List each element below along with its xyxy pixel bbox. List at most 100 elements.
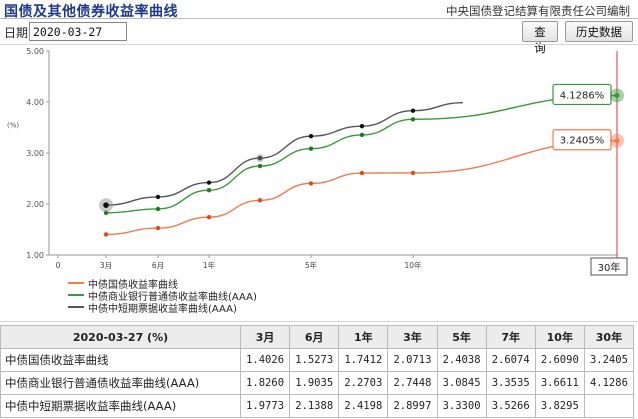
data-point [410,170,416,176]
table-cell: 1.5273 [289,348,340,372]
chart-canvas: 5.00 4.00 3.00 2.00 1.00 (%) 0 3月 6月 1年 5年 10年 30年 4.… [7,47,628,276]
table-cell: 2.4198 [338,394,389,418]
tooltip-value: 4.1286% [560,90,605,101]
legend-swatch [68,282,84,284]
table-column-header: 3月 [239,325,291,349]
data-point [308,133,314,139]
data-point [257,163,263,169]
data-point [103,210,109,216]
data-point [257,198,263,203]
table-cell: 2.1388 [289,394,340,418]
table-cell: 3.0845 [436,371,487,395]
data-point [206,180,212,185]
table-cell: 2.4038 [436,348,487,372]
data-point [308,181,314,186]
data-point [410,108,416,113]
legend-label: 中债中短期票据收益率曲线(AAA) [88,303,237,315]
table-cell: 3.6611 [534,371,585,395]
x-tick-label: 3月 [100,261,112,270]
y-tick-label: 4.00 [26,98,44,107]
legend-label: 中债国债收益率曲线 [88,279,178,291]
table-row: 中债商业银行普通债收益率曲线(AAA) 1.8260 1.9035 2.2703 2.7… [0,371,635,395]
data-point [359,132,365,138]
legend-label: 中债商业银行普通债收益率曲线(AAA) [88,291,257,303]
tooltip-box [552,129,612,151]
legend-item[interactable]: 中债国债收益率曲线 [68,277,257,291]
x-tick-label: 6月 [152,261,164,270]
tooltip-point [614,92,620,98]
hover-halo [256,154,264,163]
table-row-name: 中债国债收益率曲线 [0,348,241,372]
table-column-header: 30年 [583,325,635,349]
data-point [410,117,416,122]
tooltip-point [614,138,620,144]
table-cell: 2.2703 [338,371,389,395]
tooltip-value: 3.2405% [560,136,605,147]
series-line-1 [105,140,618,236]
table-row-name: 中债商业银行普通债收益率曲线(AAA) [0,371,241,395]
table-column-header: 10年 [534,325,585,349]
x-end-label-box [590,257,628,276]
table-cell: 1.9773 [239,394,291,418]
table-column-header: 6月 [289,325,340,349]
table-cell: 2.6090 [534,348,585,372]
table-header-row: 2020-03-27 (%) 3月 6月 1年 3年 5年 7年 10年 30年 [0,325,635,349]
table-row: 中债中短期票据收益率曲线(AAA) 1.9773 2.1388 2.4198 2.899… [0,394,635,418]
table-row: 中债国债收益率曲线 1.4026 1.5273 1.7412 2.0713 2.4038 2… [0,348,635,372]
table-cell: 2.7448 [387,371,438,395]
data-point [103,232,109,237]
page-title: 国债及其他债券收益率曲线 [4,4,178,20]
table-cell: 4.1286 [583,371,635,395]
y-tick-label: 5.00 [26,47,44,56]
series-line-2 [105,94,618,214]
table-cell: 2.8997 [387,394,438,418]
data-point [257,155,263,161]
source-text: 中央国债登记结算有限责任公司编制 [446,4,630,18]
data-point [206,188,212,193]
legend-item[interactable]: 中债中短期票据收益率曲线(AAA) [68,301,257,315]
x-tick-label: 5年 [305,260,318,270]
y-tick-label: 1.00 [26,251,44,260]
yield-table: 2020-03-27 (%) 3月 6月 1年 3年 5年 7年 10年 30年 中债国债收益… [0,325,635,418]
data-point [155,206,161,212]
data-point [155,225,161,231]
legend-swatch [68,294,84,296]
series-line-3 [105,101,464,206]
chart-legend: 中债国债收益率曲线 中债商业银行普通债收益率曲线(AAA) 中债中短期票据收益率曲线… [68,277,257,315]
table-column-header: 5年 [436,325,487,349]
x-tick-label: 0 [56,261,61,270]
date-input[interactable] [29,22,127,41]
query-button[interactable]: 查询 [522,21,558,55]
data-point [359,170,365,176]
table-cell: 3.2405 [583,348,635,372]
table-cell: 1.7412 [338,348,389,372]
page-header: 国债及其他债券收益率曲线 中央国债登记结算有限责任公司编制 [0,0,638,20]
x-end-label: 30年 [598,261,621,274]
y-tick-label: 2.00 [26,200,44,209]
y-tick-label: 3.00 [26,149,44,158]
date-toolbar: 日期: 查询 历史数据 [0,20,638,55]
table-cell: 3.3535 [485,371,536,395]
hover-point [103,202,109,208]
yield-curve-chart: 5.00 4.00 3.00 2.00 1.00 (%) 0 3月 6月 1年 5年 10年 30年 4.… [0,44,638,322]
table-row-name: 中债中短期票据收益率曲线(AAA) [0,394,241,418]
table-cell: 3.5266 [485,394,536,418]
data-point [359,123,365,129]
y-axis-label: (%) [7,122,19,130]
legend-item[interactable]: 中债商业银行普通债收益率曲线(AAA) [68,289,257,303]
table-cell: 1.9035 [289,371,340,395]
data-point [155,194,161,200]
data-point [308,146,314,151]
table-cell: 1.8260 [239,371,291,395]
table-cell: 2.0713 [387,348,438,372]
table-cell: 2.6074 [485,348,536,372]
table-column-header: 7年 [485,325,536,349]
table-column-header: 3年 [387,325,438,349]
table-cell: 3.3300 [436,394,487,418]
x-tick-label: 10年 [404,260,422,270]
table-cell: 3.8295 [534,394,585,418]
tooltip-box [552,83,612,106]
history-data-button[interactable]: 历史数据 [565,21,633,42]
data-point [206,214,212,220]
table-date-header: 2020-03-27 (%) [0,325,241,349]
